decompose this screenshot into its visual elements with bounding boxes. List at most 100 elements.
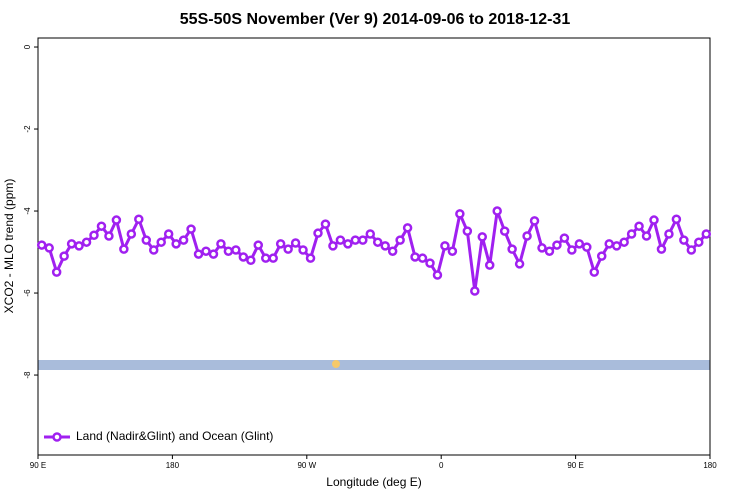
- series-point: [462, 226, 473, 236]
- series-point: [275, 239, 286, 249]
- series-point: [290, 238, 301, 248]
- series-point: [74, 241, 84, 251]
- x-tick-label: 90 E: [30, 461, 46, 470]
- series-point: [238, 252, 249, 262]
- series-point: [417, 253, 428, 263]
- series-point: [582, 242, 592, 252]
- series-point: [619, 237, 629, 247]
- series-point: [656, 244, 667, 254]
- series-point: [268, 253, 278, 263]
- series-point: [664, 229, 674, 239]
- series-point: [567, 245, 577, 255]
- y-tick-label: -6: [23, 289, 32, 297]
- y-axis-label: XCO2 - MLO trend (ppm): [2, 179, 16, 314]
- series-point: [59, 251, 69, 261]
- series-point: [372, 237, 383, 247]
- series-point: [492, 206, 502, 216]
- legend-marker: [52, 432, 62, 442]
- series-point: [350, 235, 361, 245]
- series-point: [395, 235, 405, 245]
- series-point: [96, 221, 107, 231]
- series-point: [484, 260, 495, 270]
- y-tick-label: -8: [23, 371, 32, 379]
- land-ocean-strip: [38, 360, 710, 370]
- y-tick-label: -2: [23, 125, 32, 133]
- series-point: [36, 240, 47, 250]
- series-point: [455, 209, 465, 219]
- series-point: [589, 267, 600, 277]
- series-point: [387, 246, 398, 256]
- series-point: [313, 228, 323, 238]
- series-point: [380, 241, 390, 251]
- series-point: [440, 241, 450, 251]
- series-point: [522, 231, 532, 241]
- series-point: [223, 246, 234, 256]
- series-point: [231, 245, 241, 255]
- series-point: [89, 230, 99, 240]
- y-tick-label: 0: [23, 44, 32, 49]
- x-tick-label: 180: [166, 461, 180, 470]
- series-point: [365, 229, 376, 239]
- series-point: [559, 233, 570, 243]
- series-point: [246, 255, 256, 265]
- x-axis-label: Longitude (deg E): [326, 475, 421, 489]
- x-tick-label: 180: [703, 461, 717, 470]
- series-point: [305, 253, 316, 263]
- series-point: [641, 231, 652, 241]
- series-point: [358, 235, 368, 245]
- series-point: [178, 235, 189, 245]
- series-point: [425, 258, 435, 268]
- series-point: [343, 239, 353, 249]
- series-point: [51, 267, 62, 277]
- chart-title: 55S-50S November (Ver 9) 2014-09-06 to 2…: [180, 11, 571, 28]
- land-spot: [332, 360, 340, 368]
- series-point: [671, 214, 682, 224]
- series-point: [201, 246, 211, 256]
- series-point: [552, 240, 562, 250]
- x-tick-label: 90 E: [567, 461, 583, 470]
- series-point: [253, 240, 264, 250]
- series-point: [260, 253, 271, 263]
- series-point: [171, 239, 181, 249]
- series-point: [104, 231, 114, 241]
- series-point: [126, 229, 137, 239]
- series-point: [574, 239, 585, 249]
- series-point: [544, 246, 555, 256]
- series-point: [111, 215, 122, 225]
- series-point: [335, 235, 346, 245]
- series-point: [410, 252, 420, 262]
- series-point: [119, 244, 129, 254]
- legend-label: Land (Nadir&Glint) and Ocean (Glint): [76, 429, 273, 443]
- series-point: [81, 237, 92, 247]
- series-point: [507, 244, 517, 254]
- y-tick-label: -4: [23, 207, 32, 215]
- series-point: [283, 244, 293, 254]
- series-point: [596, 251, 607, 261]
- series-point: [141, 235, 152, 245]
- series-point: [208, 249, 219, 259]
- series-point: [634, 221, 644, 231]
- series-point: [66, 239, 77, 249]
- series-point: [470, 286, 480, 296]
- series-point: [514, 259, 525, 269]
- series-point: [193, 249, 204, 259]
- series-point: [537, 243, 547, 253]
- series-point: [432, 270, 443, 280]
- series-point: [701, 229, 712, 239]
- x-tick-label: 0: [439, 461, 444, 470]
- series-point: [694, 237, 704, 247]
- series-point: [679, 235, 689, 245]
- series-point: [186, 224, 196, 234]
- series-point: [529, 216, 540, 226]
- x-tick-label: 90 W: [297, 461, 316, 470]
- series-point: [320, 219, 331, 229]
- series-point: [611, 241, 622, 251]
- series-point: [649, 215, 659, 225]
- series-point: [148, 245, 159, 255]
- series-point: [216, 239, 226, 249]
- series-point: [477, 232, 488, 242]
- series-point: [626, 229, 637, 239]
- series-point: [447, 246, 458, 256]
- series-point: [604, 239, 614, 249]
